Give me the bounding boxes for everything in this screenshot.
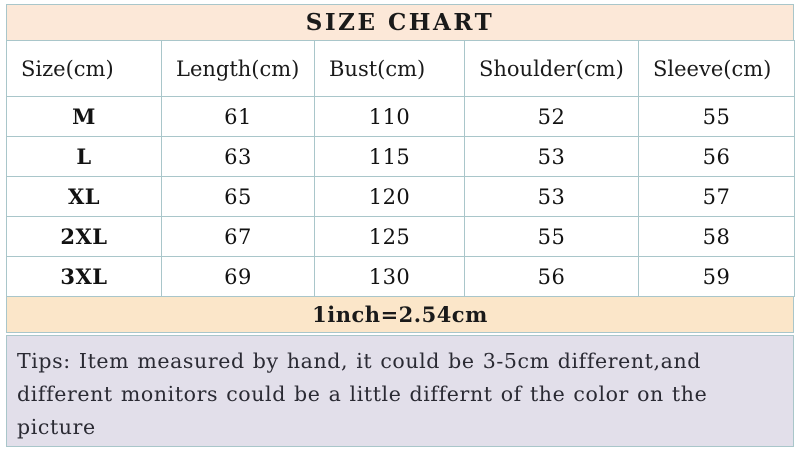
- cell-size: 2XL: [6, 216, 162, 257]
- cell-shoulder: 52: [464, 96, 639, 137]
- cell-sleeve: 57: [638, 176, 795, 217]
- cell-bust: 110: [314, 96, 465, 137]
- cell-length: 69: [161, 256, 315, 297]
- cell-sleeve: 58: [638, 216, 795, 257]
- cell-size: XL: [6, 176, 162, 217]
- cell-length: 67: [161, 216, 315, 257]
- unit-conversion-bar: 1inch=2.54cm: [6, 297, 794, 333]
- column-header-sleeve: Sleeve(cm): [638, 40, 795, 97]
- cell-shoulder: 53: [464, 176, 639, 217]
- cell-sleeve: 56: [638, 136, 795, 177]
- column-header-size: Size(cm): [6, 40, 162, 97]
- cell-shoulder: 55: [464, 216, 639, 257]
- cell-sleeve: 55: [638, 96, 795, 137]
- table-row: 2XL 67 125 55 58: [6, 216, 795, 257]
- table-header-row: Size(cm) Length(cm) Bust(cm) Shoulder(cm…: [6, 40, 795, 97]
- table-row: M 61 110 52 55: [6, 96, 795, 137]
- cell-bust: 120: [314, 176, 465, 217]
- column-header-shoulder: Shoulder(cm): [464, 40, 639, 97]
- size-chart-table: Size(cm) Length(cm) Bust(cm) Shoulder(cm…: [6, 40, 795, 297]
- cell-shoulder: 53: [464, 136, 639, 177]
- cell-sleeve: 59: [638, 256, 795, 297]
- column-header-length: Length(cm): [161, 40, 315, 97]
- cell-shoulder: 56: [464, 256, 639, 297]
- cell-size: L: [6, 136, 162, 177]
- cell-size: M: [6, 96, 162, 137]
- table-row: L 63 115 53 56: [6, 136, 795, 177]
- table-row: XL 65 120 53 57: [6, 176, 795, 217]
- cell-length: 63: [161, 136, 315, 177]
- cell-length: 65: [161, 176, 315, 217]
- cell-length: 61: [161, 96, 315, 137]
- cell-size: 3XL: [6, 256, 162, 297]
- column-header-bust: Bust(cm): [314, 40, 465, 97]
- cell-bust: 130: [314, 256, 465, 297]
- cell-bust: 125: [314, 216, 465, 257]
- cell-bust: 115: [314, 136, 465, 177]
- tips-text: Tips: Item measured by hand, it could be…: [17, 349, 708, 439]
- size-chart-title-bar: SIZE CHART: [6, 4, 794, 40]
- page-title: SIZE CHART: [305, 9, 495, 36]
- table-row: 3XL 69 130 56 59: [6, 256, 795, 297]
- unit-conversion-note: 1inch=2.54cm: [312, 302, 488, 327]
- tips-box: Tips: Item measured by hand, it could be…: [6, 335, 794, 447]
